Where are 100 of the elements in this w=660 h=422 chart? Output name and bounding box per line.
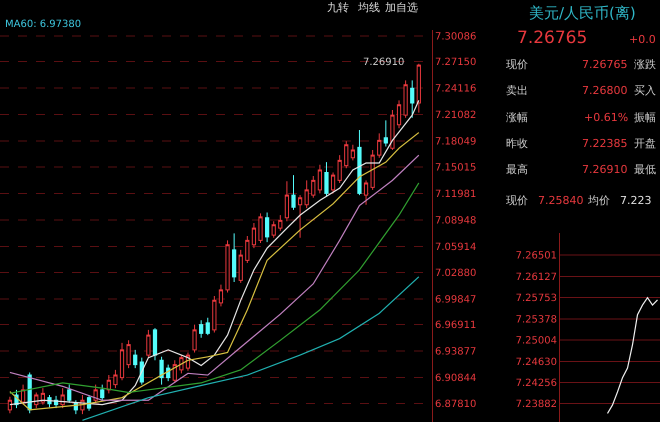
candlestick	[410, 80, 414, 118]
text: +0.61%	[584, 111, 628, 124]
candlestick	[396, 100, 402, 129]
y-tick-label: 7.26127	[516, 272, 557, 283]
y-tick-label: 6.99847	[435, 294, 476, 306]
candlestick	[106, 374, 111, 394]
candlestick	[245, 236, 250, 264]
candlestick	[192, 324, 197, 353]
text: 九转	[327, 1, 349, 14]
candlestick	[284, 180, 290, 222]
y-tick-label: 7.25378	[516, 314, 557, 326]
candlestick	[416, 63, 421, 114]
y-tick-label: 7.05914	[435, 242, 476, 253]
candlestick	[218, 284, 224, 307]
y-tick-label: 6.93877	[435, 346, 476, 358]
candlestick	[390, 109, 395, 150]
text: 开盘	[634, 137, 656, 150]
text: 7.25840	[538, 194, 584, 207]
text: 均价	[587, 194, 610, 207]
y-tick-label: 6.87810	[435, 399, 476, 410]
candlestick	[404, 80, 408, 118]
candlestick	[258, 212, 263, 244]
y-tick-label: 7.23882	[516, 399, 557, 410]
text: 7.26765	[582, 58, 628, 71]
candlestick	[172, 360, 177, 384]
text: +0.0	[629, 33, 656, 46]
text: 涨跌	[634, 58, 656, 71]
y-tick-label: 7.08948	[435, 215, 476, 226]
candlestick	[350, 144, 355, 161]
text: MA60: 6.97380	[5, 19, 82, 30]
text: 昨收	[506, 137, 528, 150]
text: 7.26765	[517, 28, 588, 48]
text: 卖出	[506, 84, 528, 97]
candlestick	[272, 220, 276, 238]
candlestick	[338, 154, 342, 184]
text: 7.26800	[582, 84, 628, 97]
y-tick-label: 6.90844	[435, 372, 476, 384]
candlestick	[199, 320, 204, 338]
candlestick	[298, 194, 302, 238]
text: 美元/人民币(离)	[529, 4, 636, 22]
candlestick	[265, 212, 270, 243]
candlestick	[304, 180, 309, 209]
y-tick-label: 7.26501	[516, 250, 557, 262]
candlestick	[311, 176, 316, 198]
candlestick	[225, 240, 230, 293]
y-tick-label: 7.24116	[435, 84, 476, 95]
candlestick	[344, 140, 348, 169]
candlestick	[206, 317, 210, 336]
text: 加自选	[385, 1, 418, 14]
y-tick-label: 7.18049	[435, 136, 476, 148]
text: 7.223	[620, 194, 652, 207]
candlestick	[357, 129, 362, 196]
line-series	[82, 276, 420, 421]
y-tick-label: 7.25004	[516, 336, 557, 347]
y-tick-label: 6.96911	[435, 320, 476, 332]
line-series	[606, 297, 658, 414]
y-tick-label: 7.30086	[435, 32, 476, 43]
candlestick	[232, 232, 236, 283]
candlestick	[152, 328, 158, 361]
candlestick	[324, 162, 329, 197]
y-tick-label: 7.27150	[435, 57, 476, 68]
y-tick-label: 7.02880	[435, 268, 476, 280]
candlestick	[126, 340, 131, 369]
text: 现价	[506, 194, 528, 207]
y-tick-label: 7.25753	[516, 293, 557, 304]
text: 振幅	[634, 111, 656, 124]
candlestick	[120, 342, 124, 381]
candlestick	[384, 120, 388, 147]
candlestick	[212, 295, 216, 333]
candlestick	[364, 180, 368, 206]
candlestick	[252, 222, 256, 249]
candlestick	[94, 384, 98, 404]
text: 最低	[634, 163, 656, 176]
y-tick-label: 7.21082	[435, 110, 476, 121]
y-tick-label: 7.15015	[435, 162, 476, 174]
candlestick	[278, 214, 282, 232]
y-tick-label: 7.24256	[516, 378, 557, 389]
text: 买入	[634, 84, 656, 97]
text: 7.22385	[582, 137, 628, 150]
candlestick	[146, 329, 151, 358]
candlestick	[67, 384, 72, 404]
candlestick	[133, 349, 138, 369]
text: 7.26910	[582, 163, 628, 176]
candlestick	[370, 149, 375, 190]
candlestick	[100, 384, 104, 402]
candlestick	[8, 396, 12, 414]
candlestick	[159, 356, 164, 386]
candlestick	[113, 369, 118, 389]
candlestick	[238, 249, 243, 284]
y-tick-label: 7.24630	[516, 356, 557, 368]
annotation: 7.26910	[363, 57, 404, 68]
text: 涨幅	[506, 111, 528, 124]
text: 现价	[506, 58, 528, 71]
text: 最高	[506, 163, 528, 176]
text: 均线	[357, 1, 380, 14]
candlestick	[318, 164, 322, 194]
candlestick	[291, 174, 296, 210]
candlestick	[330, 172, 336, 194]
y-tick-label: 7.11981	[435, 189, 476, 200]
candlestick	[377, 132, 382, 158]
